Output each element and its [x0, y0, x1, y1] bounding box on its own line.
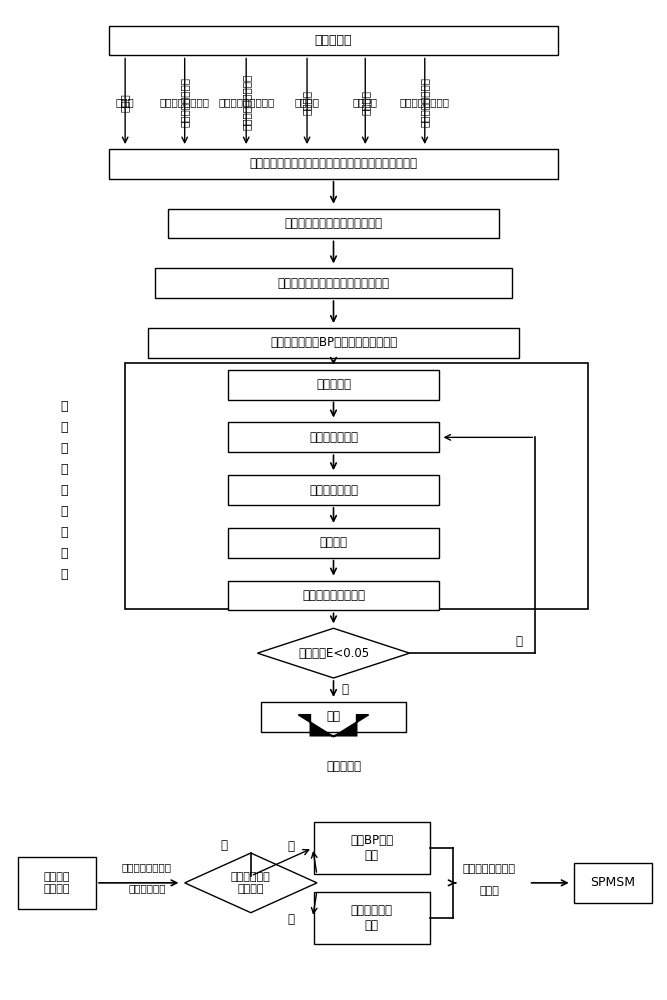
FancyBboxPatch shape [314, 892, 430, 944]
Text: 转矩角: 转矩角 [116, 97, 135, 107]
FancyBboxPatch shape [18, 857, 96, 909]
Text: 输入到模型预测算法计算和选择: 输入到模型预测算法计算和选择 [285, 217, 382, 230]
Text: 并施加: 并施加 [479, 886, 499, 896]
Polygon shape [185, 853, 317, 913]
FancyBboxPatch shape [227, 581, 440, 610]
FancyBboxPatch shape [227, 422, 440, 452]
Text: 否: 否 [287, 840, 294, 853]
FancyBboxPatch shape [574, 863, 652, 903]
Text: 当前定子磁链幅值: 当前定子磁链幅值 [159, 97, 209, 107]
Text: 模型预测算法
模块: 模型预测算法 模块 [351, 904, 393, 932]
Text: 备选电压矢量角度: 备选电压矢量角度 [400, 97, 450, 107]
Text: 当前定子磁链角位置: 当前定子磁链角位置 [218, 97, 274, 107]
Polygon shape [257, 628, 410, 678]
Text: 磁链等输入量: 磁链等输入量 [128, 883, 165, 893]
FancyBboxPatch shape [227, 370, 440, 400]
FancyBboxPatch shape [261, 702, 406, 732]
Text: 转矩角、当前定子: 转矩角、当前定子 [122, 862, 172, 872]
Text: 转矩脉动大于
一定阈值: 转矩脉动大于 一定阈值 [231, 872, 271, 894]
FancyBboxPatch shape [227, 475, 440, 505]
Text: 结束: 结束 [327, 710, 340, 723]
Text: 参考转矩: 参考转矩 [353, 97, 378, 107]
FancyBboxPatch shape [227, 528, 440, 558]
Text: 更新网络权值和阈值: 更新网络权值和阈值 [302, 589, 365, 602]
Text: 备选电压矢量角度: 备选电压矢量角度 [420, 77, 430, 127]
FancyBboxPatch shape [109, 26, 558, 55]
Text: 是: 是 [342, 683, 349, 696]
Text: 按照适当步长遍历输入量的取值范围取遍各参数的数据: 按照适当步长遍历输入量的取值范围取遍各参数的数据 [249, 157, 418, 170]
Text: 确定输入量: 确定输入量 [315, 34, 352, 47]
Text: 参考转矩: 参考转矩 [360, 90, 370, 115]
Text: 在线BP神经
网络: 在线BP神经 网络 [350, 834, 394, 862]
FancyBboxPatch shape [314, 822, 430, 874]
Text: 神
经
网
络
构
建
及
训
练: 神 经 网 络 构 建 及 训 练 [60, 400, 67, 581]
FancyBboxPatch shape [168, 209, 499, 238]
Text: 选择最优电压矢量: 选择最优电压矢量 [462, 864, 516, 874]
Text: 直接转矩
控制模块: 直接转矩 控制模块 [44, 872, 70, 894]
Text: 否: 否 [515, 635, 522, 648]
Text: 否: 否 [221, 839, 228, 852]
Text: 转矩角: 转矩角 [120, 93, 130, 112]
Text: 隐含层输出计算: 隐含层输出计算 [309, 431, 358, 444]
Text: 当前定子磁链角位置: 当前定子磁链角位置 [241, 74, 251, 130]
Text: 收集数据，组成BP神经网络的训练样本: 收集数据，组成BP神经网络的训练样本 [270, 336, 397, 349]
Text: 参考磁链: 参考磁链 [302, 90, 312, 115]
FancyBboxPatch shape [148, 328, 519, 358]
FancyBboxPatch shape [155, 268, 512, 298]
Text: 是: 是 [287, 913, 294, 926]
Text: 当前定子磁链幅值: 当前定子磁链幅值 [179, 77, 189, 127]
Text: 网络初始化: 网络初始化 [316, 378, 351, 391]
Text: 参考磁链: 参考磁链 [295, 97, 319, 107]
Text: 得到未来控制周期内的最优电压矢量: 得到未来控制周期内的最优电压矢量 [277, 277, 390, 290]
FancyBboxPatch shape [125, 363, 588, 609]
Text: 输出层输出计算: 输出层输出计算 [309, 484, 358, 497]
Text: SPMSM: SPMSM [590, 876, 635, 889]
FancyBboxPatch shape [109, 149, 558, 179]
Text: 误差计算: 误差计算 [319, 536, 348, 549]
Polygon shape [298, 715, 369, 737]
Text: 编译并嵌入: 编译并嵌入 [326, 760, 361, 773]
Text: 预测误差E<0.05: 预测误差E<0.05 [298, 647, 369, 660]
